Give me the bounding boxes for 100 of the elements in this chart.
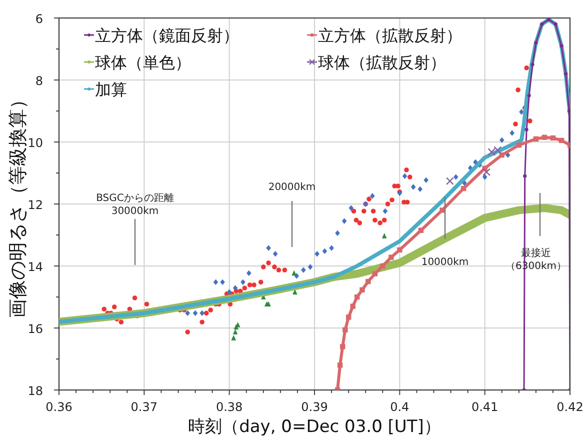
point [351,208,356,214]
point [407,174,412,180]
point [528,118,532,124]
point [404,168,409,172]
point [453,174,458,180]
x-tick-label: 0.36 [46,400,72,414]
line-series [334,134,570,390]
point [402,173,408,179]
point [350,304,356,309]
point [418,228,424,233]
point [272,264,277,270]
point [372,218,378,223]
point [567,109,570,113]
y-tick-label: 12 [28,198,43,212]
x-tick-label: 0.42 [556,400,584,414]
point [337,362,343,368]
point [301,267,306,273]
point [272,251,278,257]
y-tick-label: 8 [35,74,43,88]
point [519,109,524,115]
point [266,245,271,251]
x-tick-label: 0.39 [301,400,328,414]
point [530,62,534,66]
point [410,184,416,190]
point [482,174,488,180]
legend-label: 立方体（鏡面反射） [95,26,239,45]
point [232,285,238,291]
annotation: BSGCからの距離 [96,193,174,204]
point [516,142,522,148]
x-tick-label: 0.38 [216,400,243,414]
point [366,278,371,284]
point [314,251,320,257]
x-tick-label: 0.41 [471,400,498,414]
x-tick-label: 0.37 [130,400,158,414]
point [390,198,394,202]
point [340,344,346,350]
point [360,287,365,292]
point [560,44,564,48]
y-axis-title: 画像の明るさ（等級換算） [7,90,29,318]
point [564,72,568,76]
point [388,254,394,260]
point [208,308,213,312]
point [554,22,558,26]
point [200,310,204,316]
point [282,268,288,272]
point [440,208,445,213]
point [335,230,340,236]
point [266,260,271,266]
point [524,66,529,70]
point [446,177,454,186]
point [308,264,313,270]
y-tick-label: 14 [28,260,43,274]
legend-label: 加算 [95,80,127,99]
point [380,263,386,269]
point [292,270,296,276]
point [418,186,423,192]
point [385,202,390,206]
point [204,310,209,316]
point [144,302,150,307]
point [370,208,376,214]
point [329,245,334,251]
point [240,279,246,286]
y-tick-label: 6 [35,12,43,26]
point [357,220,362,226]
point [460,186,466,192]
point [354,218,359,223]
point [102,306,107,312]
legend-label: 立方体（拡散反射） [318,26,462,45]
annotation: 30000km [111,206,159,217]
point [361,208,366,214]
point [523,174,527,178]
point [118,320,124,325]
annotation: 10000km [421,257,469,268]
point [276,268,282,272]
y-tick-label: 16 [28,322,43,336]
point [200,320,204,325]
point [132,296,138,300]
point [342,218,347,224]
point [242,286,248,290]
point [524,128,528,132]
point [482,168,491,176]
x-axis-title: 時刻（day, 0=Dec 03.0 [UT]） [188,417,441,437]
annotation: 20000km [268,182,316,193]
y-tick-label: 10 [28,136,43,150]
point [540,22,544,26]
point [342,327,348,332]
point [226,289,232,295]
point [185,310,190,316]
point [397,247,402,252]
y-tick-label: 18 [28,384,43,398]
point [378,220,382,226]
point [382,218,387,223]
point [533,136,539,142]
legend-label: 球体（単色） [95,53,191,72]
point [354,294,360,300]
point [346,314,352,320]
point [510,130,514,136]
point [366,196,372,202]
point [220,279,225,286]
point [546,18,551,22]
